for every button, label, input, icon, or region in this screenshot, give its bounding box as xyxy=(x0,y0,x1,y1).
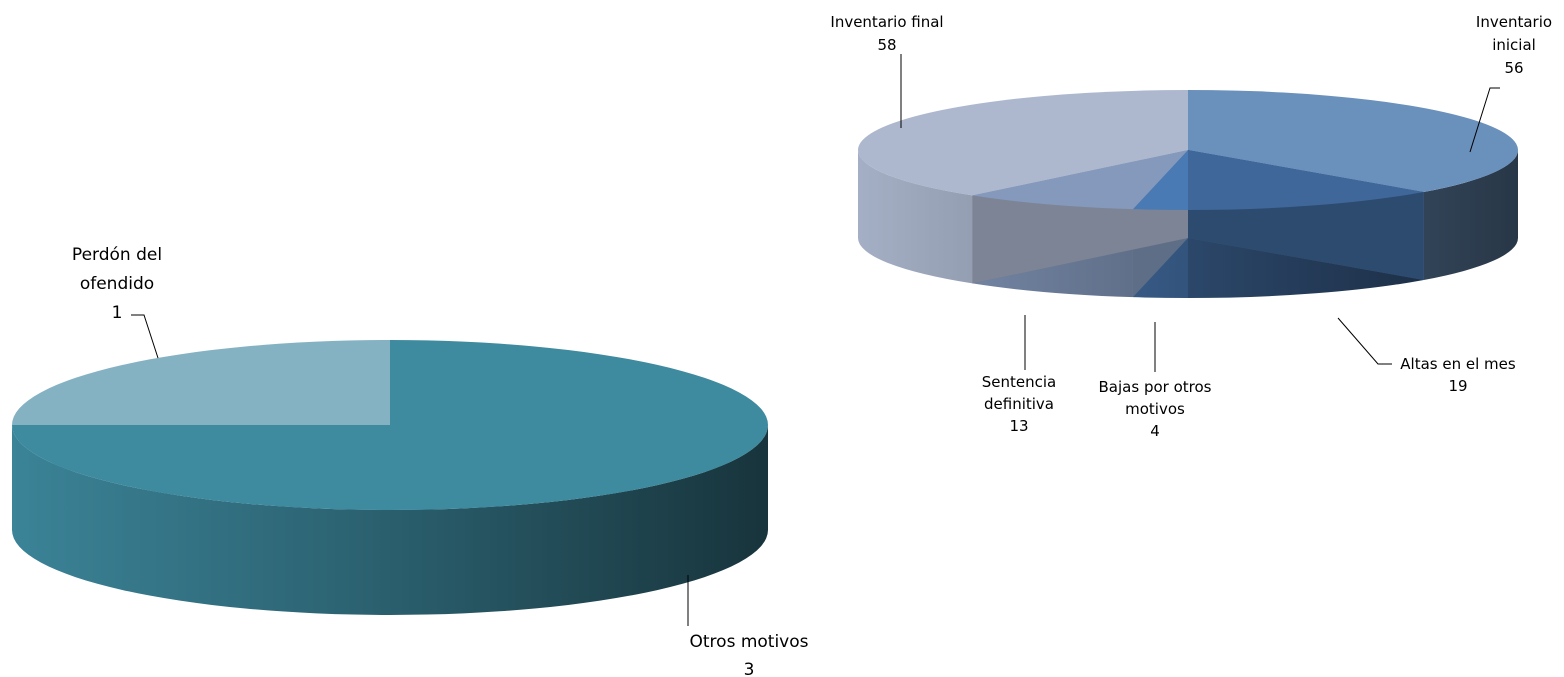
data-label-text: ofendido xyxy=(80,274,154,294)
data-label-value: 19 xyxy=(1448,377,1467,395)
data-label-text: Inventario xyxy=(1476,13,1552,31)
data-label-text: Bajas por otros xyxy=(1099,378,1212,396)
data-label-value: 4 xyxy=(1150,422,1160,440)
pie-chart-left: Perdón del ofendido 1 Otros motivos 3 xyxy=(12,245,809,677)
leader-line xyxy=(1337,317,1392,365)
data-label-text: motivos xyxy=(1125,400,1185,418)
data-label-text: Altas en el mes xyxy=(1400,355,1516,373)
data-label-value: 13 xyxy=(1009,417,1028,435)
data-label-text: Sentencia xyxy=(982,373,1056,391)
pie-chart-right: Inventario inicial 56 Altas en el mes 19 Baja… xyxy=(830,13,1552,440)
data-label-text: inicial xyxy=(1492,36,1536,54)
pie-slice-side xyxy=(858,150,973,284)
pie-slice xyxy=(858,90,1188,196)
data-label-value: 58 xyxy=(877,36,896,54)
pie-slice xyxy=(972,150,1188,210)
data-label-value: 56 xyxy=(1504,59,1523,77)
data-label-text: definitiva xyxy=(984,395,1054,413)
data-label-value: 1 xyxy=(112,303,123,323)
data-label-text: Inventario final xyxy=(830,13,943,31)
pie-slice xyxy=(1188,150,1424,210)
pie-slice xyxy=(12,340,390,425)
data-label-value: 3 xyxy=(744,660,755,677)
leader-line xyxy=(131,314,159,359)
pie-slice xyxy=(1132,150,1188,210)
pie-slice-side xyxy=(1423,150,1518,280)
pie-slice-side xyxy=(12,425,768,615)
pie-slice xyxy=(1188,90,1518,192)
data-label-text: Perdón del xyxy=(72,245,162,265)
data-label-text: Otros motivos xyxy=(690,632,809,652)
pie-slice xyxy=(12,340,768,510)
leader-line xyxy=(1469,87,1500,153)
